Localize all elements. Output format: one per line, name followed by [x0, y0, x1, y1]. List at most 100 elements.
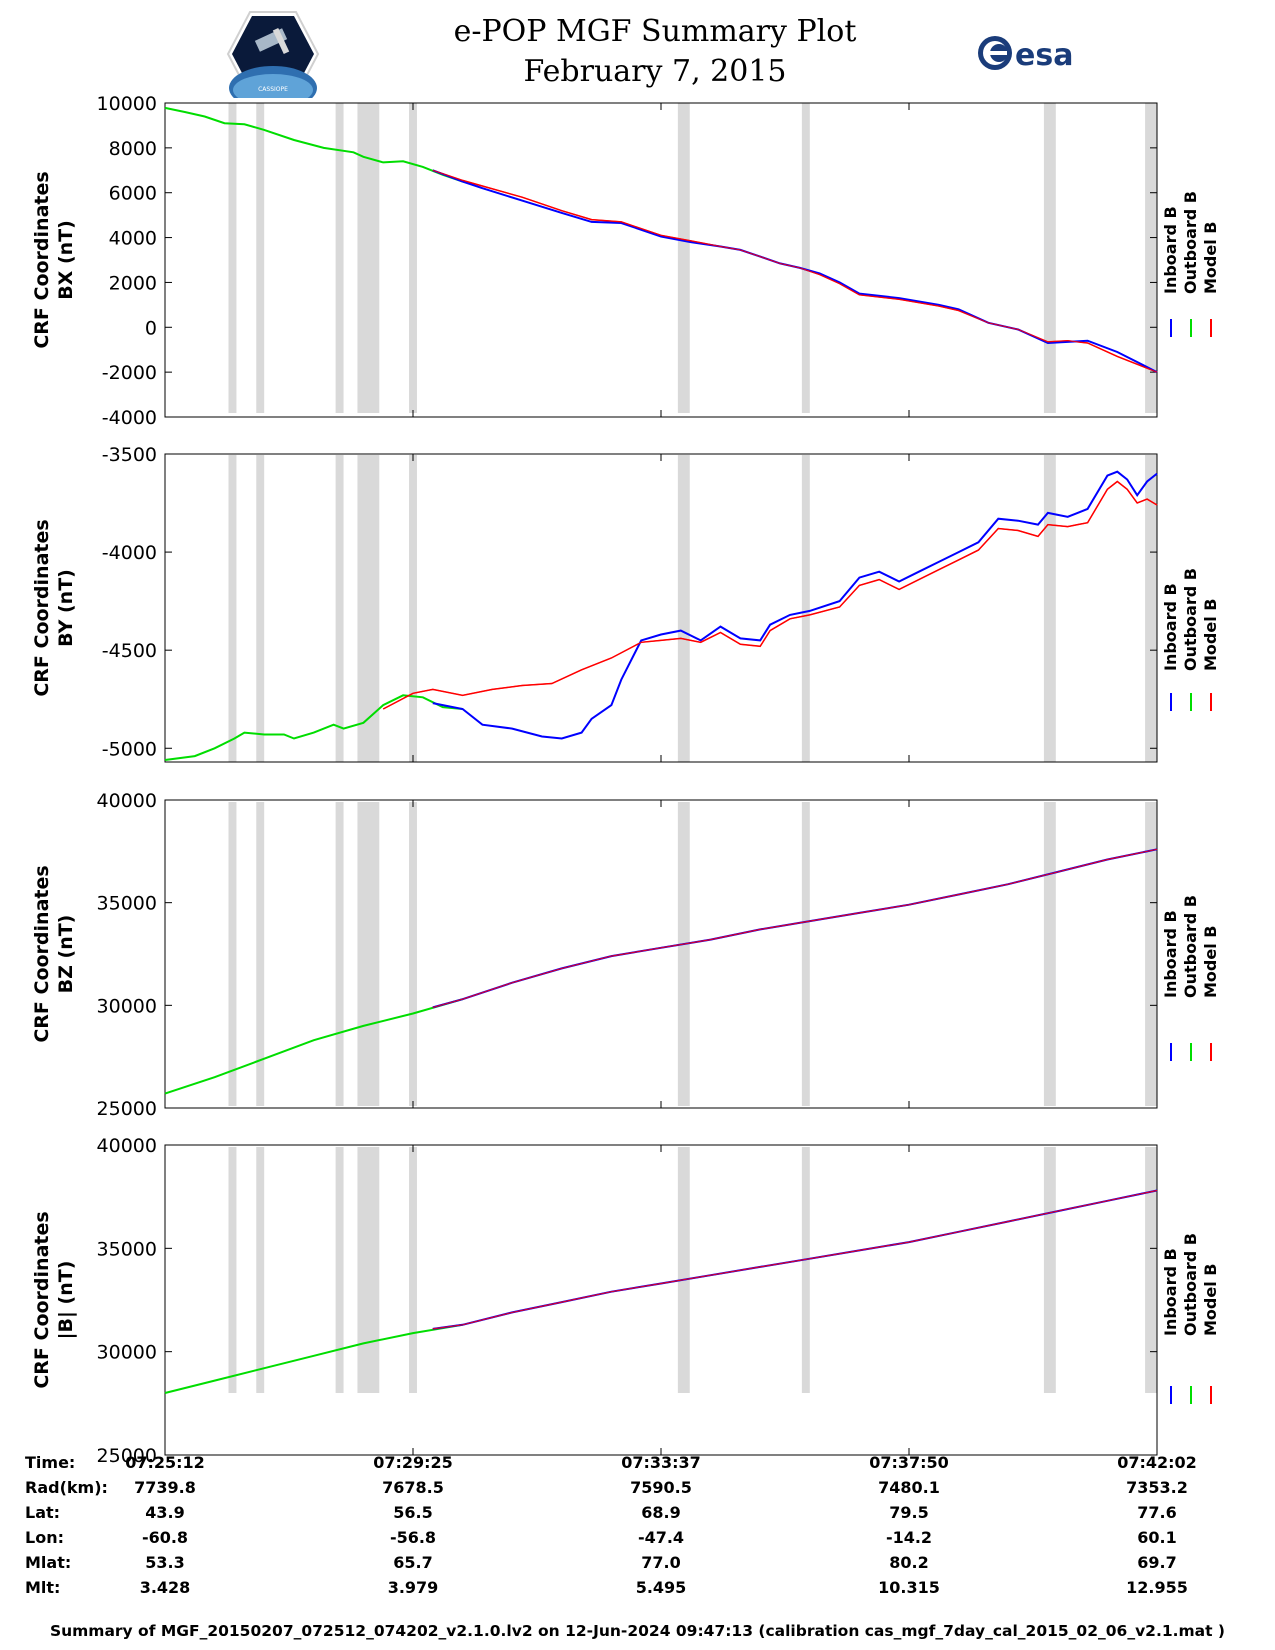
orbit-row-label: Time:: [25, 1453, 75, 1472]
data-gap-2: [256, 802, 265, 1106]
data-gap-8: [1043, 103, 1056, 413]
orbit-value: 53.3: [145, 1553, 184, 1572]
esa-logo: esa: [978, 36, 1073, 73]
series-outboard: [164, 106, 468, 184]
data-gap-1: [228, 802, 237, 1106]
data-gap-1: [228, 1147, 237, 1393]
legend-label-3: Model B: [1201, 222, 1220, 294]
data-gap-9: [1145, 1147, 1157, 1393]
data-gap-7: [801, 455, 810, 762]
y-tick-label: 6000: [109, 183, 157, 205]
orbit-value: 7590.5: [630, 1478, 692, 1497]
legend-label-2: Outboard B: [1181, 191, 1200, 294]
y-tick-label: 8000: [109, 138, 157, 160]
series-model-overlay: [432, 169, 1158, 373]
orbit-value: 7739.8: [134, 1478, 196, 1497]
orbit-value: -14.2: [886, 1528, 932, 1547]
panel-2: -3500 -4000 -4500 -5000 CRF Coordinates BY (n…: [31, 444, 1220, 763]
data-gap-8: [1043, 455, 1056, 762]
orbit-info-table: Time: Rad(km): Lat: Lon: Mlat: Mlt: 07:25:12 77…: [25, 1453, 1197, 1597]
data-gap-4: [357, 1147, 380, 1393]
esa-logo-text: esa: [1015, 38, 1073, 73]
legend-label-2: Outboard B: [1181, 568, 1200, 671]
y-axis-label-line2: BZ (nT): [55, 915, 77, 994]
series-outboard: [164, 1323, 463, 1394]
y-axis-label-line2: BX (nT): [55, 220, 77, 300]
y-tick-label: -5000: [102, 738, 157, 760]
series-model-overlay: [382, 480, 1158, 710]
orbit-value: -60.8: [142, 1528, 188, 1547]
legend-label-1: Inboard B: [1161, 206, 1180, 294]
orbit-row-label: Mlat:: [25, 1553, 71, 1572]
orbit-value: 60.1: [1137, 1528, 1176, 1547]
y-tick-label: 40000: [97, 1135, 157, 1157]
data-gap-3: [335, 103, 344, 413]
orbit-value: 77.6: [1137, 1503, 1176, 1522]
orbit-value: 43.9: [145, 1503, 184, 1522]
plot-frame: [164, 799, 1158, 1109]
data-gap-5: [409, 455, 417, 762]
orbit-value: 68.9: [641, 1503, 680, 1522]
orbit-value: 07:25:12: [125, 1453, 205, 1472]
series-model-overlay: [432, 1189, 1158, 1330]
orbit-value: 69.7: [1137, 1553, 1176, 1572]
y-axis-label-line1: CRF Coordinates: [31, 1211, 53, 1388]
data-gap-5: [409, 103, 417, 413]
series-inboard: [432, 470, 1158, 740]
data-gap-6: [677, 802, 690, 1106]
data-gap-3: [335, 1147, 344, 1393]
data-gap-7: [801, 1147, 810, 1393]
orbit-value: 07:29:25: [373, 1453, 453, 1472]
data-gap-9: [1145, 802, 1157, 1106]
y-tick-label: 30000: [97, 1342, 157, 1364]
data-gap-8: [1043, 1147, 1056, 1393]
data-gap-3: [335, 802, 344, 1106]
data-gap-7: [801, 103, 810, 413]
y-tick-label: -2000: [102, 362, 157, 384]
orbit-value: 10.315: [878, 1578, 940, 1597]
y-axis-label-line2: BY (nT): [55, 569, 77, 647]
orbit-value: 79.5: [889, 1503, 928, 1522]
orbit-value: 77.0: [641, 1553, 680, 1572]
plot-frame: [164, 453, 1158, 763]
data-gap-6: [677, 455, 690, 762]
panel-4: 40000 35000 30000 25000 CRF Coordinates |B| (…: [31, 1135, 1220, 1467]
series-outboard: [164, 998, 463, 1095]
series-outboard: [164, 694, 463, 761]
legend-label-2: Outboard B: [1181, 895, 1200, 998]
y-tick-label: -3500: [102, 444, 157, 466]
orbit-row-label: Mlt:: [25, 1578, 60, 1597]
orbit-value: 07:37:50: [869, 1453, 949, 1472]
cassiope-logo: CASSIOPE: [226, 11, 320, 98]
data-gap-3: [335, 455, 344, 762]
legend-label-1: Inboard B: [1161, 1248, 1180, 1336]
orbit-value: 07:33:37: [621, 1453, 701, 1472]
y-tick-label: 30000: [97, 995, 157, 1017]
data-gap-1: [228, 103, 237, 413]
data-gap-9: [1145, 103, 1157, 413]
y-tick-label: -4000: [102, 542, 157, 564]
plot-date: February 7, 2015: [523, 54, 787, 89]
data-gap-5: [409, 802, 417, 1106]
orbit-row-label: Lon:: [25, 1528, 64, 1547]
y-tick-label: 35000: [97, 1238, 157, 1260]
plot-title: e-POP MGF Summary Plot: [453, 14, 857, 49]
y-axis-label-line1: CRF Coordinates: [31, 865, 53, 1042]
data-gap-1: [228, 455, 237, 762]
panel-1: 10000 8000 6000 4000 2000 0 -2000 -4000 CRF Coor…: [31, 93, 1220, 429]
orbit-value: 7678.5: [382, 1478, 444, 1497]
orbit-row-label: Lat:: [25, 1503, 60, 1522]
legend-label-1: Inboard B: [1161, 583, 1180, 671]
panel-3: 40000 35000 30000 25000 CRF Coordinates BZ (n…: [31, 790, 1220, 1120]
y-tick-label: 4000: [109, 228, 157, 250]
y-tick-label: -4500: [102, 640, 157, 662]
y-tick-label: 40000: [97, 790, 157, 812]
data-gap-8: [1043, 802, 1056, 1106]
series-model: [382, 480, 1158, 710]
orbit-value: 7353.2: [1126, 1478, 1188, 1497]
data-gap-6: [677, 103, 690, 413]
data-gap-4: [357, 103, 380, 413]
y-axis-label-line1: CRF Coordinates: [31, 171, 53, 348]
orbit-value: 07:42:02: [1117, 1453, 1197, 1472]
